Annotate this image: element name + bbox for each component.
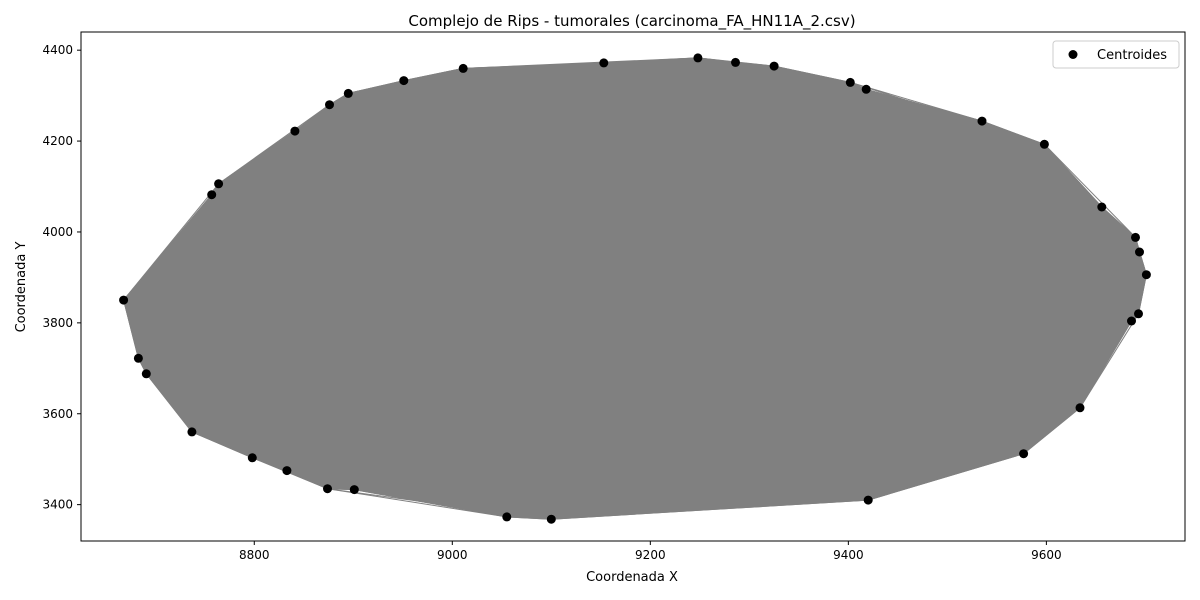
centroid-point (1127, 316, 1136, 326)
centroid-point (1075, 403, 1085, 413)
centroid-points (119, 53, 1151, 524)
x-tick-label: 9000 (437, 548, 468, 562)
centroid-point (458, 63, 468, 73)
x-tick-label: 9200 (635, 548, 666, 562)
legend-label: Centroides (1097, 48, 1167, 63)
centroid-point (863, 495, 873, 505)
x-tick-label: 9400 (833, 548, 864, 562)
centroid-point (861, 84, 871, 94)
chart-title: Complejo de Rips - tumorales (carcinoma_… (408, 12, 855, 31)
y-axis-title: Coordenada Y (14, 242, 29, 333)
centroid-point (325, 100, 334, 110)
centroid-point (290, 126, 300, 136)
legend: Centroides (1052, 40, 1180, 69)
centroid-point (343, 88, 353, 98)
x-tick-label: 9600 (1031, 548, 1062, 562)
centroid-point (1019, 449, 1029, 459)
centroid-point (769, 61, 779, 71)
centroid-point (693, 53, 703, 63)
centroid-point (1135, 247, 1144, 257)
plot-area (119, 53, 1151, 524)
centroid-point (207, 190, 217, 200)
y-tick-label: 3800 (42, 316, 73, 330)
centroid-point (977, 116, 987, 126)
centroid-point (399, 76, 409, 86)
centroid-point (323, 484, 332, 494)
y-tick-label: 4000 (42, 225, 73, 239)
centroid-point (1097, 202, 1107, 212)
rips-edge (1044, 143, 1136, 238)
centroid-point (133, 353, 143, 363)
y-axis-ticks: 3400 3600 3800 4000 4200 4400 (42, 43, 81, 512)
centroid-point (731, 57, 740, 67)
y-tick-label: 3600 (42, 407, 73, 421)
centroid-point (119, 295, 129, 305)
y-tick-label: 4400 (42, 43, 73, 57)
centroid-point (599, 58, 609, 68)
centroid-point (141, 369, 151, 379)
rips-edge (327, 488, 507, 518)
y-tick-label: 3400 (42, 498, 73, 512)
centroid-point (247, 453, 257, 463)
axes-frame (80, 31, 1186, 542)
centroid-point (1039, 139, 1049, 149)
centroid-point (1141, 270, 1151, 280)
centroid-point (187, 427, 197, 437)
centroid-point (282, 466, 292, 476)
y-tick-label: 4200 (42, 134, 73, 148)
centroid-point (214, 179, 224, 189)
legend-box (1052, 40, 1180, 69)
x-tick-label: 8800 (239, 548, 270, 562)
centroid-point (349, 485, 359, 495)
x-axis-ticks: 8800 9000 9200 9400 9600 (239, 541, 1062, 562)
centroid-point (546, 514, 556, 524)
legend-marker (1068, 50, 1078, 59)
centroid-point (1134, 309, 1143, 319)
centroid-point (502, 512, 512, 522)
centroid-point (1131, 232, 1140, 242)
centroid-point (845, 77, 855, 87)
rips-edges (123, 57, 1147, 520)
x-axis-title: Coordenada X (586, 570, 678, 585)
